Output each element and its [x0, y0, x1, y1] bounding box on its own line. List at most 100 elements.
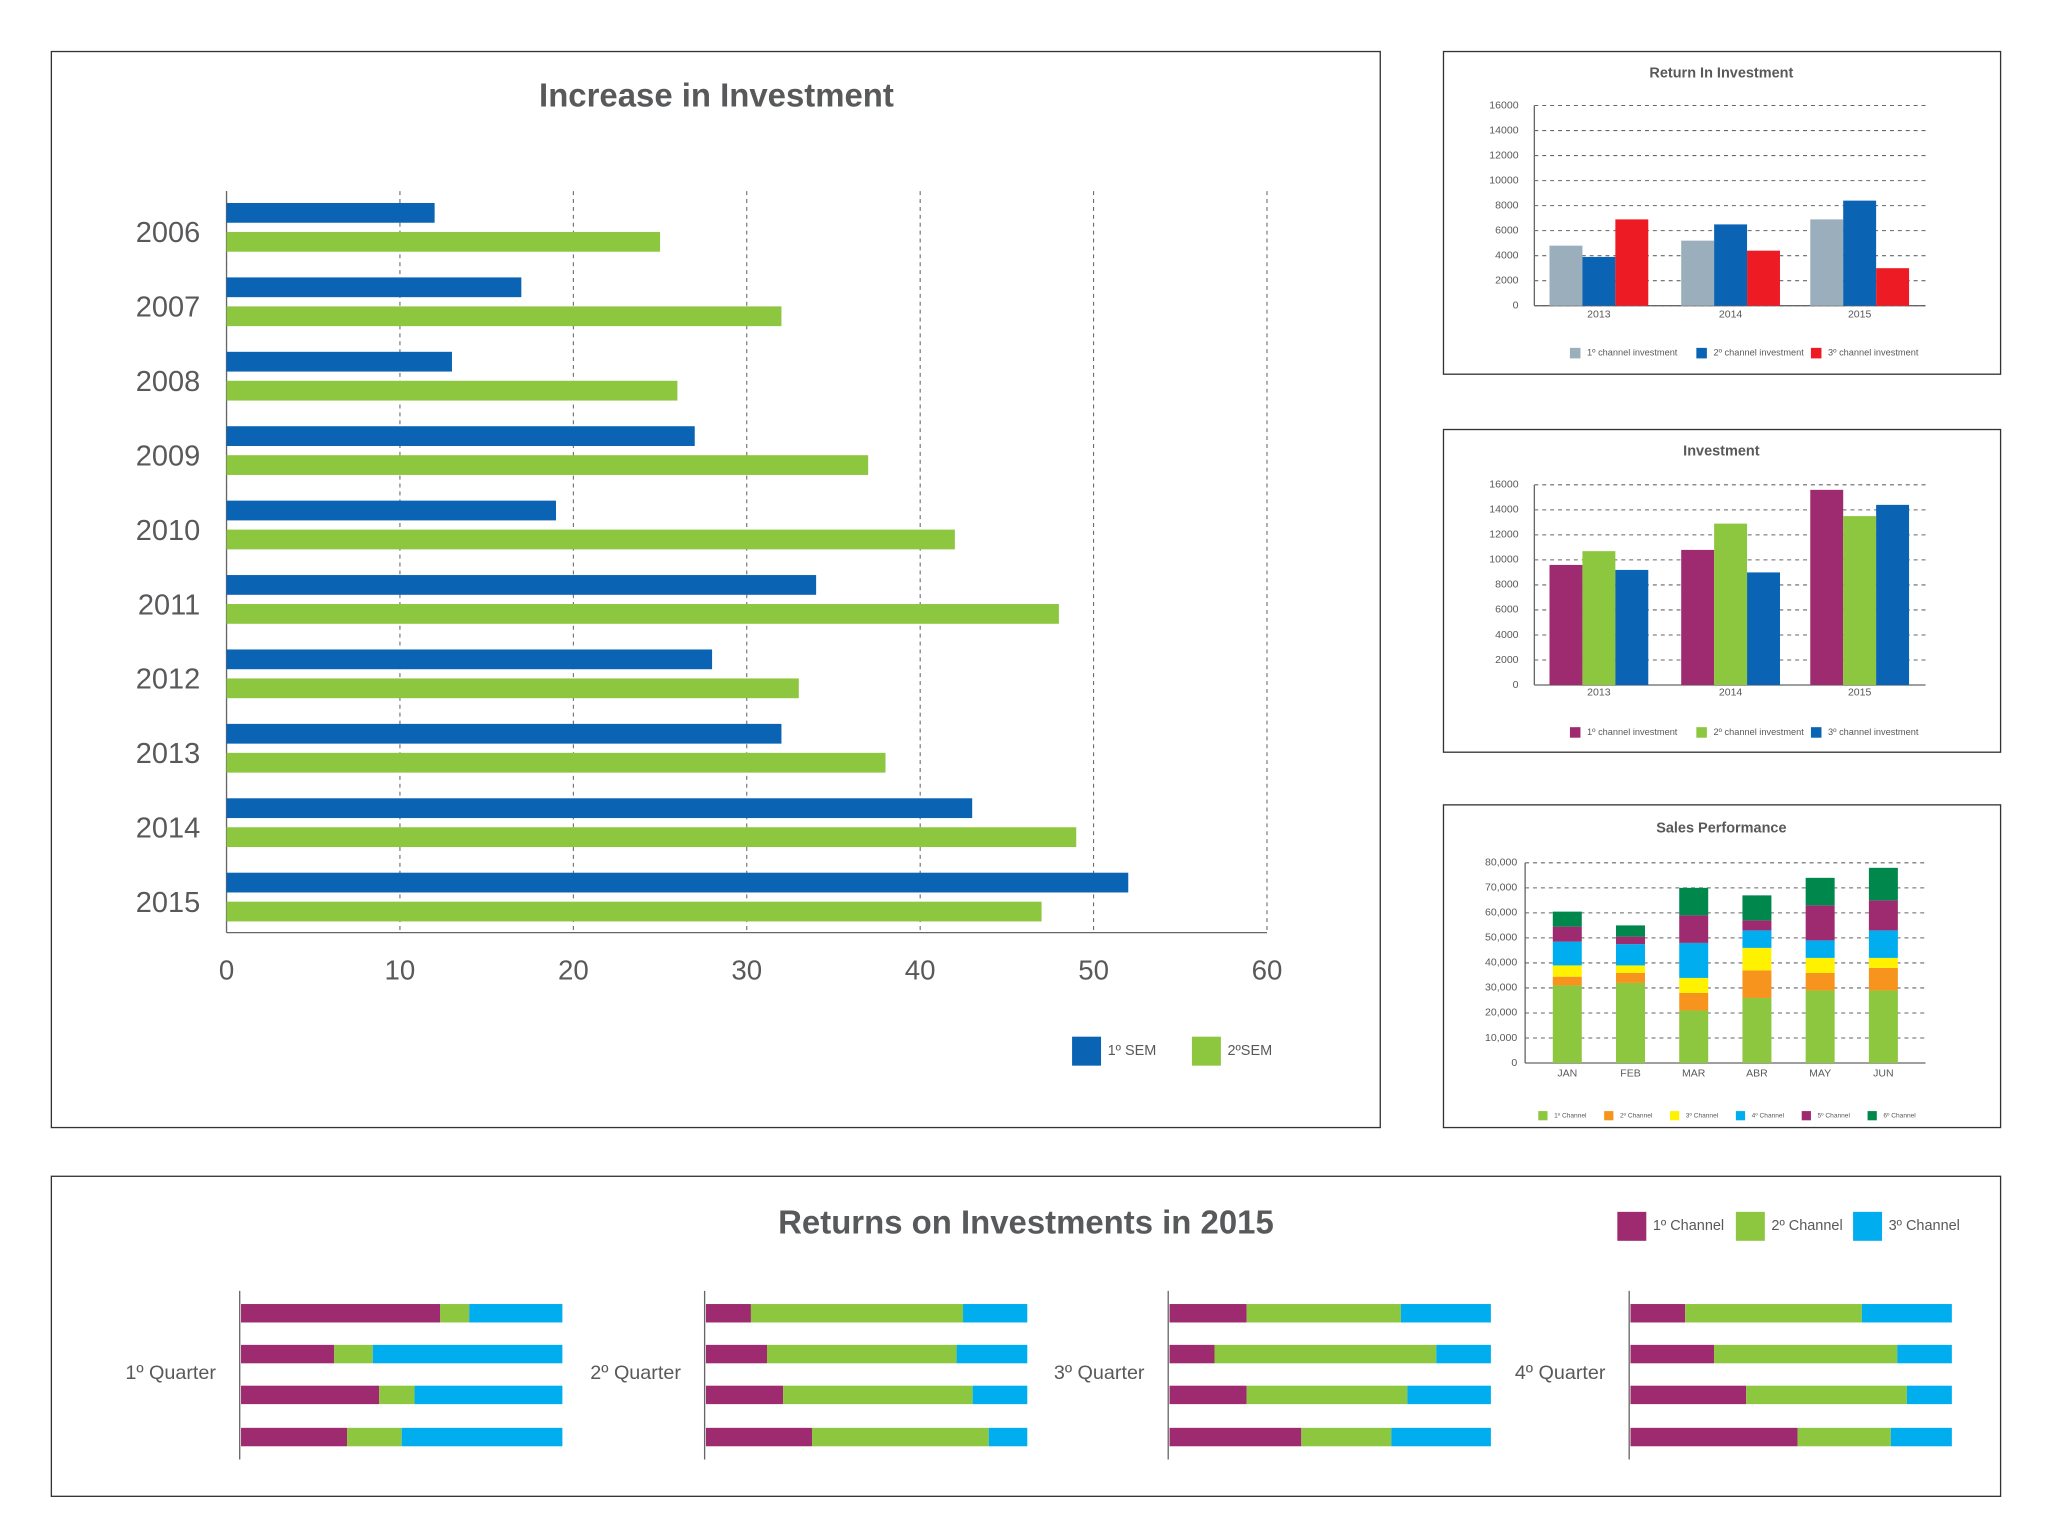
bar	[226, 723, 782, 744]
x-tick-label: 2013	[1587, 309, 1611, 321]
bar	[1747, 572, 1780, 686]
x-tick-label: 60	[1252, 954, 1283, 985]
bar-segment	[1868, 967, 1898, 991]
y-tick-label: 14000	[1489, 124, 1518, 136]
bar-segment	[1391, 1427, 1491, 1447]
y-tick-label: 2015	[136, 887, 200, 919]
bar	[1549, 245, 1583, 306]
bar-segment	[1246, 1385, 1408, 1405]
legend-label: 1º Channel	[1554, 1112, 1587, 1119]
y-tick-label: 2000	[1495, 274, 1519, 286]
x-tick-label: 2013	[1587, 687, 1611, 699]
bar-segment	[1742, 930, 1772, 948]
x-tick-label: ABR	[1746, 1067, 1768, 1079]
bar-segment	[956, 1344, 1028, 1364]
legend-swatch	[1696, 347, 1707, 359]
bar	[226, 455, 869, 475]
x-tick-label: JUN	[1873, 1067, 1893, 1079]
y-tick-label: 40,000	[1485, 957, 1517, 969]
legend-label: 3º channel investment	[1828, 727, 1919, 737]
bar-segment	[1169, 1385, 1247, 1405]
bar	[1747, 250, 1780, 306]
y-tick-label: 20,000	[1485, 1007, 1517, 1019]
bar-segment	[1552, 965, 1582, 977]
legend-swatch	[1538, 1111, 1548, 1121]
bar-segment	[1742, 970, 1772, 998]
bar	[226, 380, 678, 401]
bar	[226, 529, 955, 550]
legend-swatch	[1810, 347, 1822, 359]
bar-segment	[1400, 1304, 1491, 1323]
legend-swatch	[1617, 1211, 1647, 1241]
bar	[1876, 268, 1910, 306]
bar	[226, 575, 817, 595]
x-tick-label: 2014	[1719, 309, 1743, 321]
bar	[1843, 516, 1877, 686]
bar-segment	[1714, 1344, 1898, 1364]
y-tick-label: 2011	[138, 589, 200, 621]
y-tick-label: 10,000	[1485, 1032, 1517, 1044]
legend-label: 2º Channel	[1771, 1218, 1842, 1234]
bar-segment	[469, 1304, 563, 1323]
bar	[1714, 224, 1748, 306]
y-tick-label: 4000	[1495, 629, 1519, 641]
y-tick-label: 2006	[136, 217, 200, 249]
bar-segment	[1797, 1427, 1891, 1447]
legend-swatch	[1696, 727, 1707, 738]
bar	[226, 202, 435, 223]
y-tick-label: 2013	[136, 738, 200, 770]
y-tick-label: 80,000	[1485, 857, 1517, 869]
legend-label: 2º channel investment	[1713, 348, 1804, 358]
bar-segment	[1552, 926, 1582, 942]
y-tick-label: 2008	[136, 366, 200, 398]
bar-segment	[241, 1427, 348, 1447]
chart-title: Return In Investment	[1649, 66, 1793, 82]
bar-segment	[1616, 925, 1645, 937]
y-tick-label: 6000	[1495, 224, 1519, 236]
bar	[226, 306, 782, 327]
bar-segment	[1169, 1427, 1302, 1447]
legend-swatch	[1735, 1211, 1765, 1241]
legend-swatch	[1867, 1111, 1877, 1121]
bar	[226, 649, 713, 670]
bar-segment	[750, 1304, 964, 1323]
bar-segment	[1742, 997, 1772, 1064]
bar-segment	[372, 1344, 563, 1364]
bar-segment	[1616, 965, 1645, 973]
y-tick-label: 8000	[1495, 199, 1519, 211]
bar-segment	[1616, 944, 1645, 966]
bar	[226, 827, 1077, 848]
bar	[1810, 219, 1844, 306]
x-tick-label: MAR	[1682, 1067, 1706, 1079]
bar-segment	[988, 1427, 1028, 1447]
bar-segment	[1616, 936, 1645, 945]
y-tick-label: 2014	[136, 813, 200, 845]
bar-segment	[1169, 1344, 1215, 1364]
bar-segment	[1868, 990, 1898, 1064]
bar-segment	[1630, 1427, 1798, 1447]
bar-segment	[783, 1385, 973, 1405]
legend-label: 1º SEM	[1108, 1043, 1157, 1059]
bar-segment	[1805, 957, 1835, 973]
bar-segment	[1630, 1344, 1715, 1364]
bar-segment	[379, 1385, 415, 1405]
x-tick-label: 2014	[1719, 687, 1743, 699]
y-tick-label: 60,000	[1485, 907, 1517, 919]
y-tick-label: 50,000	[1485, 932, 1517, 944]
bar-segment	[705, 1344, 767, 1364]
bar	[1582, 256, 1616, 306]
x-tick-label: JAN	[1557, 1067, 1577, 1079]
x-tick-label: 40	[905, 954, 936, 985]
bar-segment	[1805, 905, 1835, 941]
bar-segment	[347, 1427, 402, 1447]
legend-label: 5º Channel	[1818, 1112, 1851, 1119]
bar-segment	[1897, 1344, 1952, 1364]
bar-segment	[1679, 887, 1709, 916]
bar-segment	[1630, 1304, 1686, 1323]
bar-segment	[241, 1304, 441, 1323]
bar	[1549, 564, 1583, 686]
legend-swatch	[1801, 1111, 1811, 1121]
y-tick-label: 30,000	[1485, 982, 1517, 994]
bar-segment	[1805, 990, 1835, 1064]
y-tick-label: 8000	[1495, 579, 1519, 591]
